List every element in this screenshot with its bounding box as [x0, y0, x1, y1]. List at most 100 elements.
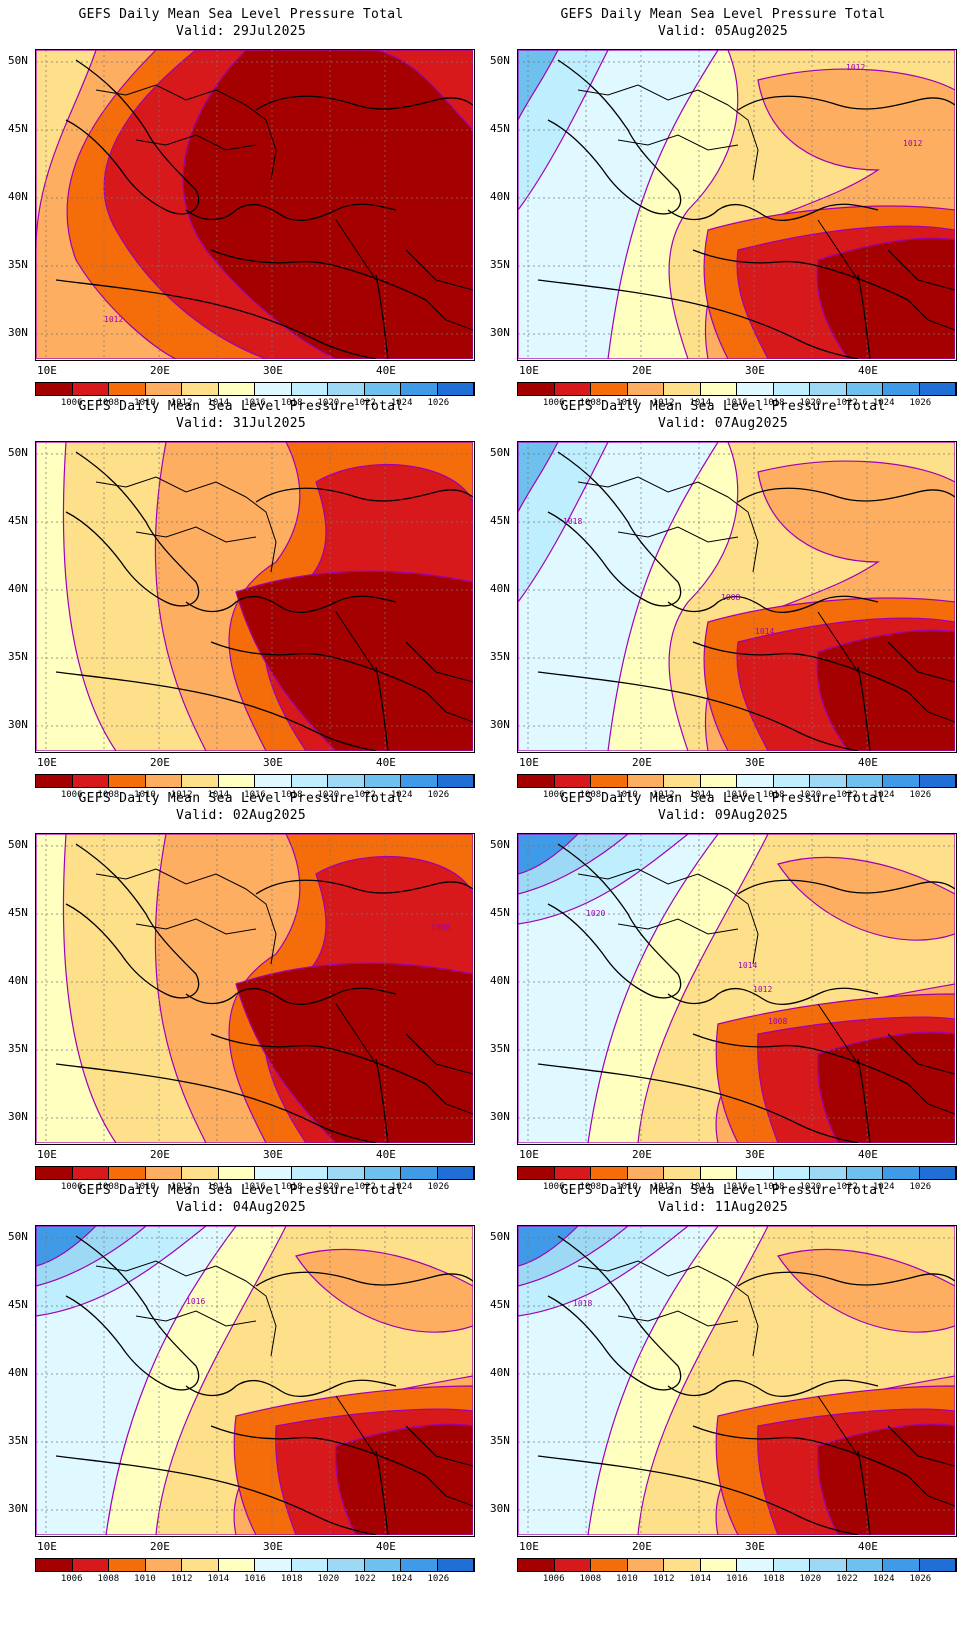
- isobar-label: 1018: [573, 1299, 592, 1308]
- country-border: [577, 1260, 955, 1507]
- longitude-label: 20E: [632, 1540, 652, 1553]
- longitude-label: 40E: [858, 1540, 878, 1553]
- map-panel: GEFS Daily Mean Sea Level Pressure Total…: [0, 394, 482, 804]
- colorbar-swatch: [182, 1167, 219, 1179]
- colorbar-swatch: [328, 775, 365, 787]
- pressure-band: [518, 50, 559, 121]
- colorbar-swatch: [218, 775, 255, 787]
- colorbar-swatch: [145, 1167, 182, 1179]
- country-border: [95, 476, 473, 723]
- colorbar-swatch: [109, 1167, 146, 1179]
- panel-valid-date: Valid: 31Jul2025: [175, 416, 307, 431]
- colorbar-swatch: [401, 775, 438, 787]
- colorbar-swatch: [591, 1559, 628, 1571]
- colorbar-swatch: [700, 1559, 737, 1571]
- colorbar-label: 1012: [170, 1182, 193, 1192]
- latitude-label: 40N: [8, 1366, 28, 1379]
- colorbar-swatch: [401, 1559, 438, 1571]
- colorbar-label: 1010: [616, 1574, 638, 1584]
- colorbar-swatch: [773, 775, 810, 787]
- colorbar-label: 1006: [542, 398, 565, 408]
- colorbar-swatch: [145, 383, 182, 395]
- latitude-label: 45N: [490, 514, 510, 527]
- colorbar-label: 1014: [689, 1574, 712, 1584]
- colorbar: [517, 382, 957, 396]
- colorbar-label: 1026: [427, 1182, 450, 1192]
- map-panel: GEFS Daily Mean Sea Level Pressure Total…: [482, 2, 964, 412]
- colorbar-swatch: [518, 775, 555, 787]
- colorbar: [517, 1166, 957, 1180]
- pressure-band: [816, 237, 955, 359]
- colorbar-label: 1024: [872, 1182, 895, 1192]
- colorbar-swatch: [591, 383, 628, 395]
- colorbar-swatch: [810, 1167, 847, 1179]
- colorbar-swatch: [218, 1559, 255, 1571]
- longitude-label: 30E: [263, 364, 283, 377]
- colorbar-swatch: [737, 775, 774, 787]
- colorbar-label: 1026: [427, 1574, 450, 1584]
- coastline: [537, 1235, 955, 1535]
- panel-title: GEFS Daily Mean Sea Level Pressure Total: [560, 1183, 886, 1198]
- coastline: [55, 451, 473, 751]
- colorbar-label: 1018: [280, 1182, 303, 1192]
- colorbar-label: 1008: [97, 1574, 120, 1584]
- colorbar-label: 1010: [134, 1574, 156, 1584]
- colorbar-label: 1016: [244, 790, 266, 800]
- colorbar-swatch: [664, 1559, 701, 1571]
- colorbar-label: 1024: [390, 1574, 413, 1584]
- colorbar: [517, 774, 957, 788]
- colorbar-label: 1024: [872, 790, 895, 800]
- isobar-label: 1012: [104, 315, 123, 324]
- colorbar-label: 1020: [317, 398, 340, 408]
- longitude-label: 30E: [745, 1148, 765, 1161]
- colorbar-label: 1010: [134, 790, 156, 800]
- latitude-label: 30N: [8, 718, 28, 731]
- longitude-label: 20E: [632, 756, 652, 769]
- isobar-label: 1018: [563, 517, 582, 526]
- latitude-label: 50N: [8, 446, 28, 459]
- colorbar-swatch: [437, 1559, 474, 1571]
- colorbar-swatch: [700, 775, 737, 787]
- colorbar-swatch: [554, 1559, 591, 1571]
- colorbar: [35, 1558, 475, 1572]
- latitude-label: 50N: [490, 54, 510, 67]
- panel-valid-date: Valid: 29Jul2025: [175, 24, 307, 39]
- longitude-label: 30E: [263, 1148, 283, 1161]
- colorbar-swatch: [218, 383, 255, 395]
- colorbar-label: 1014: [207, 1574, 230, 1584]
- latitude-label: 50N: [8, 838, 28, 851]
- colorbar-swatch: [291, 383, 328, 395]
- pressure-map: 1020 1014 1012 1008: [517, 833, 957, 1145]
- colorbar-swatch: [36, 383, 73, 395]
- pressure-band: [235, 570, 473, 751]
- map-panel: GEFS Daily Mean Sea Level Pressure Total…: [482, 394, 964, 804]
- panel-valid-date: Valid: 04Aug2025: [175, 1200, 307, 1215]
- colorbar-swatch: [182, 775, 219, 787]
- latitude-label: 50N: [8, 1230, 28, 1243]
- colorbar-label: 1024: [390, 398, 413, 408]
- colorbar-swatch: [591, 775, 628, 787]
- latitude-label: 35N: [8, 258, 28, 271]
- colorbar-swatch: [182, 1559, 219, 1571]
- colorbar-swatch: [664, 383, 701, 395]
- colorbar-swatch: [364, 383, 401, 395]
- longitude-label: 40E: [376, 756, 396, 769]
- colorbar-swatch: [255, 775, 292, 787]
- colorbar-label: 1008: [97, 1182, 120, 1192]
- latitude-label: 50N: [490, 446, 510, 459]
- colorbar-label: 1018: [762, 1574, 785, 1584]
- colorbar-label: 1014: [207, 790, 230, 800]
- longitude-label: 30E: [263, 756, 283, 769]
- colorbar-label: 1020: [317, 1182, 340, 1192]
- colorbar-swatch: [700, 383, 737, 395]
- pressure-map: [35, 441, 475, 753]
- colorbar-label: 1010: [616, 790, 638, 800]
- colorbar-swatch: [518, 1167, 555, 1179]
- panel-valid-date: Valid: 07Aug2025: [657, 416, 789, 431]
- colorbar-label: 1022: [836, 790, 858, 800]
- colorbar: [35, 1166, 475, 1180]
- latitude-label: 35N: [490, 1434, 510, 1447]
- colorbar-swatch: [291, 1559, 328, 1571]
- latitude-label: 50N: [8, 54, 28, 67]
